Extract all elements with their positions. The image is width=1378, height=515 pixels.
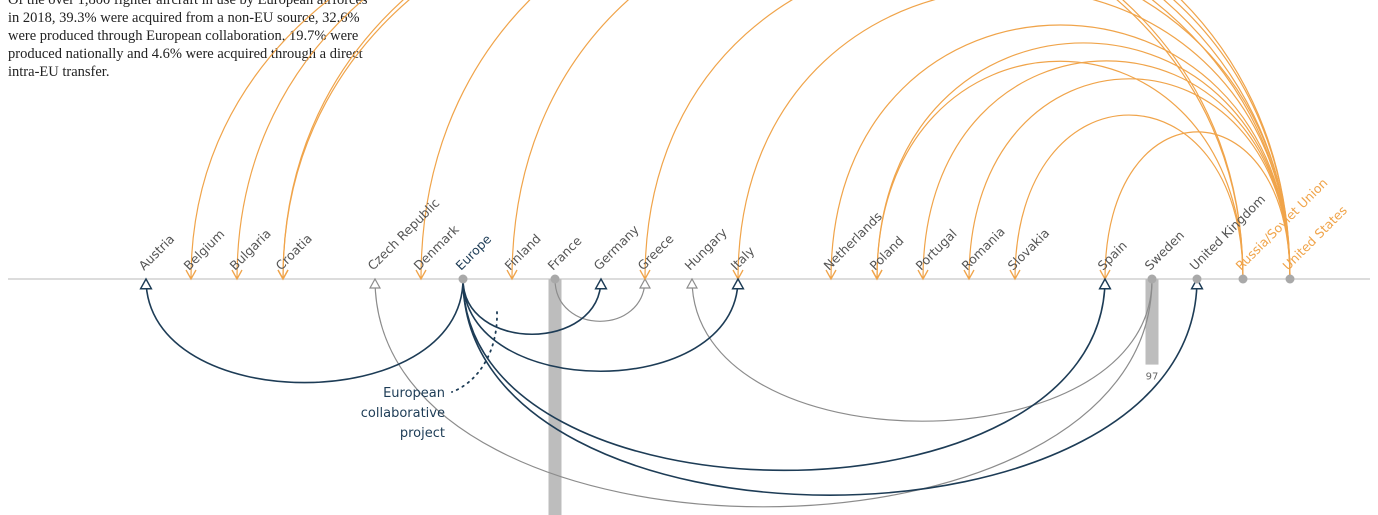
node-dot-united-kingdom <box>1192 274 1202 284</box>
producer-bars: 27297 <box>548 279 1159 515</box>
node-label-slovakia: Slovakia <box>1005 225 1053 273</box>
flow-arc-europe-to-italy <box>462 279 738 372</box>
flow-arc-europe-to-austria <box>146 279 464 384</box>
collab-annotation: European collaborative project <box>361 311 498 441</box>
node-label-europe: Europe <box>453 231 495 273</box>
node-label-greece: Greece <box>635 231 677 273</box>
node-dot-france <box>550 274 560 284</box>
node-label-bulgaria: Bulgaria <box>227 226 274 273</box>
node-label-finland: Finland <box>502 231 544 273</box>
node-dot-sweden <box>1147 274 1157 284</box>
flow-arc-sweden-to-czech-republic <box>375 279 1153 508</box>
node-label-croatia: Croatia <box>273 231 315 273</box>
flow-arc-united-states-to-poland <box>871 42 1291 281</box>
producer-bar-sweden <box>1145 279 1159 365</box>
flow-arc-russia-soviet-union-to-poland <box>871 60 1244 281</box>
intro-text: Of the over 1,800 fighter aircraft in us… <box>8 0 368 80</box>
node-label-hungary: Hungary <box>682 224 731 273</box>
flow-arc-united-states-to-portugal <box>917 60 1291 281</box>
flow-arc-united-states-to-romania <box>963 78 1291 281</box>
node-label-portugal: Portugal <box>913 226 960 273</box>
flow-arc-united-states-to-denmark <box>415 0 1291 281</box>
node-dot-russia-soviet-union <box>1238 274 1248 284</box>
flow-arc-russia-soviet-union-to-croatia <box>277 0 1244 281</box>
node-label-belgium: Belgium <box>181 226 228 273</box>
flow-arc-russia-soviet-union-to-slovakia <box>1009 114 1244 281</box>
flow-arc-europe-to-spain <box>462 279 1105 472</box>
node-label-austria: Austria <box>136 231 178 273</box>
flow-arc-france-to-greece <box>554 279 645 322</box>
node-label-italy: Italy <box>728 243 758 273</box>
node-label-france: France <box>545 233 585 273</box>
flow-arc-united-states-to-italy <box>732 0 1291 281</box>
node-dot-united-states <box>1285 274 1295 284</box>
flow-arc-united-states-to-spain <box>1099 131 1291 281</box>
flow-arc-united-states-to-croatia <box>277 0 1291 281</box>
intro-text-block: Of the over 1,800 fighter aircraft in us… <box>8 0 368 81</box>
annotation-dotted-leader <box>451 311 498 393</box>
node-dot-europe <box>458 274 468 284</box>
flow-arc-russia-soviet-union-to-bulgaria <box>231 0 1244 281</box>
annotation-line-1: European <box>383 386 445 401</box>
flow-arc-united-states-to-belgium <box>185 0 1291 281</box>
flow-arc-united-states-to-netherlands <box>825 24 1291 281</box>
annotation-line-3: project <box>400 426 445 441</box>
producer-bar-france <box>548 279 562 515</box>
flow-arc-united-states-to-greece <box>639 0 1291 281</box>
node-label-sweden: Sweden <box>1142 228 1188 274</box>
node-label-poland: Poland <box>867 233 907 273</box>
producer-value-label: 97 <box>1146 372 1159 383</box>
node-label-spain: Spain <box>1095 238 1130 273</box>
annotation-line-2: collaborative <box>361 406 445 421</box>
flow-arcs <box>146 0 1295 508</box>
node-label-romania: Romania <box>959 224 1008 273</box>
flow-arc-europe-to-germany <box>462 279 601 335</box>
node-label-united-kingdom: United Kingdom <box>1187 192 1269 274</box>
node-label-germany: Germany <box>591 221 643 273</box>
flow-arc-united-states-to-finland <box>506 0 1291 281</box>
flow-arc-europe-to-united-kingdom <box>462 279 1197 496</box>
flow-arc-sweden-to-hungary <box>692 279 1153 422</box>
